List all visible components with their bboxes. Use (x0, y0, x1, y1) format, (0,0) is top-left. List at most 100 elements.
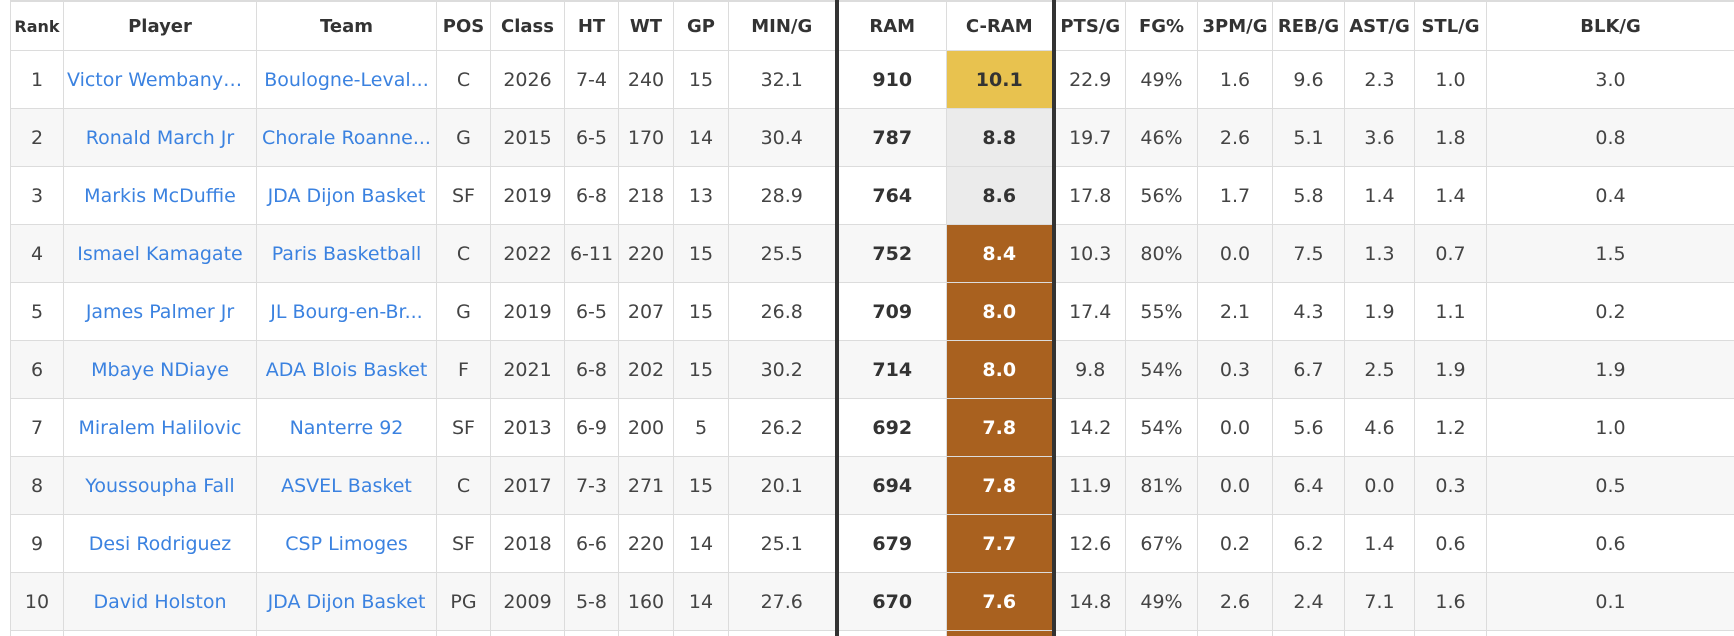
stl-cell: 1.6 (1414, 572, 1487, 631)
stl-cell: 1.1 (1414, 282, 1487, 341)
column-header-cram[interactable]: C-RAM (946, 0, 1056, 51)
column-header-wt[interactable]: WT (618, 0, 674, 51)
gp-cell: 15 (673, 282, 729, 341)
table-row: 6 Mbaye NDiaye ADA Blois Basket F 2021 6… (10, 340, 1734, 399)
rank-cell: 9 (10, 514, 64, 573)
player-link[interactable]: James Palmer Jr (63, 282, 257, 341)
player-link[interactable]: Miralem Halilovic (63, 398, 257, 457)
column-header-gp[interactable]: GP (673, 0, 729, 51)
3pm-cell: 1.6 (1197, 50, 1273, 109)
pts-cell: 12.6 (1053, 514, 1126, 573)
team-link[interactable]: Paris Basketball (256, 224, 437, 283)
column-header-blk[interactable]: BLK/G (1486, 0, 1734, 51)
player-link[interactable]: Ismael Kamagate (63, 224, 257, 283)
cram-cell: 8.8 (946, 108, 1056, 167)
min-cell: 32.1 (728, 50, 839, 109)
player-link[interactable]: David Holston (63, 572, 257, 631)
empty-cell (10, 630, 64, 636)
team-link[interactable]: CSP Limoges (256, 514, 437, 573)
column-header-reb[interactable]: REB/G (1272, 0, 1345, 51)
3pm-cell: 2.6 (1197, 572, 1273, 631)
reb-cell: 6.2 (1272, 514, 1345, 573)
team-link[interactable]: ASVEL Basket (256, 456, 437, 515)
gp-cell: 14 (673, 514, 729, 573)
pos-cell: C (436, 224, 491, 283)
column-header-stl[interactable]: STL/G (1414, 0, 1487, 51)
team-link[interactable]: ADA Blois Basket (256, 340, 437, 399)
3pm-cell: 0.3 (1197, 340, 1273, 399)
fg-cell: 67% (1125, 514, 1198, 573)
player-link[interactable]: Youssoupha Fall (63, 456, 257, 515)
column-header-min[interactable]: MIN/G (728, 0, 839, 51)
reb-cell: 9.6 (1272, 50, 1345, 109)
class-cell: 2017 (490, 456, 565, 515)
column-header-pos[interactable]: POS (436, 0, 491, 51)
gp-cell: 15 (673, 224, 729, 283)
team-link[interactable]: Boulogne-Leval... (256, 50, 437, 109)
team-link[interactable]: JDA Dijon Basket (256, 166, 437, 225)
reb-cell: 7.5 (1272, 224, 1345, 283)
team-link[interactable]: Chorale Roanne... (256, 108, 437, 167)
empty-cell (1414, 630, 1487, 636)
column-header-class[interactable]: Class (490, 0, 565, 51)
reb-cell: 5.6 (1272, 398, 1345, 457)
team-link[interactable]: JL Bourg-en-Br... (256, 282, 437, 341)
blk-cell: 0.5 (1486, 456, 1734, 515)
column-header-player[interactable]: Player (63, 0, 257, 51)
player-link[interactable]: Markis McDuffie (63, 166, 257, 225)
3pm-cell: 0.2 (1197, 514, 1273, 573)
3pm-cell: 0.0 (1197, 456, 1273, 515)
team-link[interactable]: Nanterre 92 (256, 398, 437, 457)
class-cell: 2019 (490, 166, 565, 225)
column-header-3pm[interactable]: 3PM/G (1197, 0, 1273, 51)
fg-cell: 55% (1125, 282, 1198, 341)
ram-cell: 787 (836, 108, 947, 167)
pos-cell: SF (436, 398, 491, 457)
ht-cell: 6-11 (564, 224, 619, 283)
player-link[interactable]: Ronald March Jr (63, 108, 257, 167)
table-row: 2 Ronald March Jr Chorale Roanne... G 20… (10, 108, 1734, 167)
ht-cell: 5-8 (564, 572, 619, 631)
column-header-ht[interactable]: HT (564, 0, 619, 51)
empty-cell (1344, 630, 1415, 636)
ast-cell: 4.6 (1344, 398, 1415, 457)
gp-cell: 14 (673, 108, 729, 167)
wt-cell: 220 (618, 224, 674, 283)
min-cell: 25.1 (728, 514, 839, 573)
ram-cell: 714 (836, 340, 947, 399)
pos-cell: PG (436, 572, 491, 631)
stl-cell: 1.8 (1414, 108, 1487, 167)
table-row: 5 James Palmer Jr JL Bourg-en-Br... G 20… (10, 282, 1734, 341)
empty-cell (1197, 630, 1273, 636)
ast-cell: 2.5 (1344, 340, 1415, 399)
reb-cell: 5.1 (1272, 108, 1345, 167)
blk-cell: 1.0 (1486, 398, 1734, 457)
stl-cell: 1.9 (1414, 340, 1487, 399)
column-header-fg[interactable]: FG% (1125, 0, 1198, 51)
cram-cell: 8.4 (946, 224, 1056, 283)
column-header-pts[interactable]: PTS/G (1053, 0, 1126, 51)
ram-cell: 752 (836, 224, 947, 283)
empty-cell (436, 630, 491, 636)
column-header-ram[interactable]: RAM (836, 0, 947, 51)
ht-cell: 6-8 (564, 340, 619, 399)
blk-cell: 0.4 (1486, 166, 1734, 225)
stl-cell: 1.2 (1414, 398, 1487, 457)
fg-cell: 49% (1125, 572, 1198, 631)
column-header-rank[interactable]: Rank (10, 0, 64, 51)
pos-cell: C (436, 456, 491, 515)
wt-cell: 202 (618, 340, 674, 399)
column-header-ast[interactable]: AST/G (1344, 0, 1415, 51)
fg-cell: 54% (1125, 340, 1198, 399)
player-link[interactable]: Desi Rodriguez (63, 514, 257, 573)
cram-cell: 7.8 (946, 456, 1056, 515)
player-link[interactable]: Mbaye NDiaye (63, 340, 257, 399)
empty-cell (63, 630, 257, 636)
min-cell: 20.1 (728, 456, 839, 515)
player-link[interactable]: Victor Wembanyama (63, 50, 257, 109)
team-link[interactable]: JDA Dijon Basket (256, 572, 437, 631)
empty-cell (1125, 630, 1198, 636)
table-row: 1 Victor Wembanyama Boulogne-Leval... C … (10, 50, 1734, 109)
table-row: 10 David Holston JDA Dijon Basket PG 200… (10, 572, 1734, 631)
column-header-team[interactable]: Team (256, 0, 437, 51)
